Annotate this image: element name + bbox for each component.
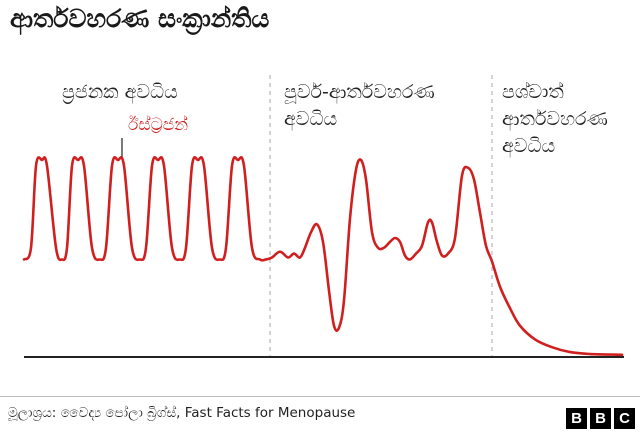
phase-dividers	[269, 75, 493, 357]
page-title: ආර්තවහරණ සංක්‍රාන්තිය	[10, 4, 270, 33]
bbc-logo-letter: B	[590, 408, 611, 429]
bbc-logo: B B C	[566, 408, 635, 429]
phase-label-2: පූර්ව-ආර්තවහරණ	[284, 81, 435, 105]
phase-label-2: අවධිය	[284, 108, 337, 131]
chart: ප්‍රජනක අවධිය පූර්ව-ආර්තවහරණ අවධිය පශ්චාත් ආ…	[22, 75, 624, 358]
phase-label-3: ආර්තවහරණ	[502, 108, 608, 131]
phase-label-1: ප්‍රජනක අවධිය	[62, 81, 178, 104]
source-note: මූලාශ්‍රය: වෛද්‍ය පෝලා බ්‍රිග්ස්, Fast F…	[8, 405, 356, 421]
bbc-logo-letter: B	[566, 408, 587, 429]
phase-labels: ප්‍රජනක අවධිය පූර්ව-ආර්තවහරණ අවධිය පශ්චාත් ආ…	[62, 81, 608, 158]
phase-label-3: පශ්චාත්	[502, 81, 564, 103]
annotation-label: ඊස්ට්‍රජන්	[128, 115, 188, 135]
footer-divider	[0, 396, 640, 397]
bbc-logo-letter: C	[614, 408, 635, 429]
series-line-estrogen	[22, 156, 624, 357]
phase-label-3: අවධිය	[502, 135, 555, 158]
estrogen-annotation: ඊස්ට්‍රජන්	[121, 115, 188, 157]
